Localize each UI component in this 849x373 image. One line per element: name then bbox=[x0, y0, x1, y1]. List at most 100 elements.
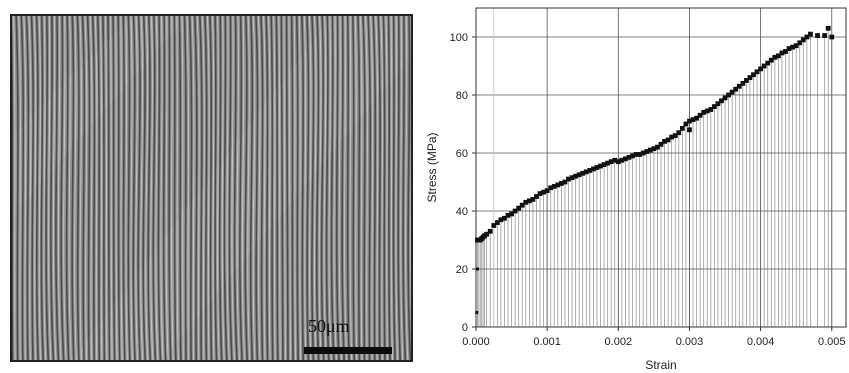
data-point bbox=[772, 54, 778, 60]
lamella-light bbox=[278, 16, 281, 360]
data-point bbox=[687, 127, 692, 133]
data-point bbox=[815, 33, 820, 38]
lamella-light bbox=[63, 16, 67, 360]
data-point bbox=[715, 101, 721, 107]
data-point bbox=[726, 92, 731, 98]
lamella-light bbox=[28, 16, 32, 360]
lamella-light bbox=[115, 16, 118, 360]
data-point bbox=[594, 165, 600, 170]
data-point bbox=[740, 81, 746, 86]
lamella-dark bbox=[367, 16, 372, 360]
lamella-light bbox=[176, 16, 179, 360]
data-point bbox=[647, 147, 653, 153]
data-point bbox=[829, 34, 835, 40]
lamella-dark bbox=[249, 16, 254, 360]
lamella-light bbox=[395, 16, 399, 360]
drop-lines bbox=[477, 28, 833, 327]
lamella-light bbox=[57, 16, 62, 360]
lamella-light bbox=[89, 16, 93, 360]
lamella-light bbox=[79, 16, 82, 360]
lamella-dark bbox=[71, 16, 75, 360]
lamella-light bbox=[262, 16, 266, 360]
lamella-light bbox=[140, 16, 144, 360]
data-point bbox=[580, 170, 586, 176]
lamella-light bbox=[109, 16, 113, 360]
data-point bbox=[494, 220, 500, 225]
lamella-dark bbox=[387, 16, 391, 360]
lamella-light bbox=[48, 16, 52, 360]
data-point bbox=[729, 89, 735, 95]
lamella-dark bbox=[295, 16, 299, 360]
lamella-light bbox=[125, 16, 128, 360]
lamella-light bbox=[206, 16, 210, 360]
data-point bbox=[765, 60, 771, 66]
lamella-dark bbox=[168, 16, 172, 360]
lamella-dark bbox=[178, 16, 182, 360]
data-point bbox=[704, 108, 710, 114]
data-point bbox=[516, 205, 522, 211]
data-point bbox=[743, 78, 749, 83]
lamella-dark bbox=[311, 16, 315, 360]
data-point bbox=[651, 146, 657, 152]
lamella-dark bbox=[402, 16, 407, 360]
lamella-dark bbox=[50, 16, 55, 360]
lamella-light bbox=[268, 16, 271, 360]
lamella-light bbox=[171, 16, 174, 360]
data-point bbox=[566, 176, 571, 182]
lamella-light bbox=[273, 16, 276, 360]
plot-frame bbox=[475, 7, 847, 328]
lamella-dark bbox=[40, 16, 44, 360]
data-point bbox=[562, 179, 568, 185]
lamella-dark bbox=[91, 16, 96, 360]
data-point bbox=[487, 228, 493, 234]
scale-bar bbox=[304, 347, 392, 354]
lamella-light bbox=[150, 16, 154, 360]
lamella-dark bbox=[407, 16, 411, 360]
data-point bbox=[583, 169, 589, 175]
lamella-dark bbox=[86, 16, 91, 360]
lamella-light bbox=[390, 16, 394, 360]
lamella-dark bbox=[65, 16, 70, 360]
lamella-light bbox=[313, 16, 317, 360]
data-point bbox=[505, 212, 511, 218]
data-point bbox=[758, 66, 764, 72]
data-point bbox=[630, 153, 635, 159]
lamella-dark bbox=[325, 16, 330, 360]
lamella-light bbox=[380, 16, 384, 360]
data-point bbox=[475, 267, 479, 271]
lamella-dark bbox=[142, 16, 146, 360]
lamella-dark bbox=[193, 16, 198, 360]
data-point bbox=[502, 215, 507, 221]
data-point bbox=[591, 166, 596, 172]
x-axis-label: Strain bbox=[645, 358, 676, 372]
data-point bbox=[601, 162, 607, 167]
data-point bbox=[694, 115, 699, 121]
lamella-light bbox=[84, 16, 88, 360]
lamellar-texture bbox=[12, 16, 411, 360]
data-point bbox=[797, 40, 803, 46]
data-point bbox=[537, 191, 543, 196]
x-tick-label: 0.003 bbox=[676, 336, 704, 348]
data-point bbox=[669, 134, 675, 140]
data-point bbox=[768, 57, 774, 63]
lamella-dark bbox=[301, 16, 305, 360]
data-point bbox=[687, 118, 692, 124]
y-tick-label: 80 bbox=[456, 90, 468, 102]
micrograph-image: 50μm bbox=[10, 14, 413, 362]
lamella-light bbox=[74, 16, 77, 360]
lamella-dark bbox=[214, 16, 218, 360]
data-point bbox=[573, 173, 579, 179]
lamella-dark bbox=[45, 16, 50, 360]
lamella-light bbox=[99, 16, 103, 360]
lamella-dark bbox=[12, 20, 14, 360]
y-tick-label: 0 bbox=[462, 322, 468, 334]
data-point bbox=[672, 133, 678, 138]
lamella-dark bbox=[102, 16, 106, 360]
data-point bbox=[637, 152, 643, 157]
data-point bbox=[711, 104, 717, 109]
lamella-dark bbox=[127, 16, 131, 360]
data-point bbox=[548, 185, 554, 191]
lamella-light bbox=[221, 16, 225, 360]
lamella-light bbox=[13, 16, 16, 360]
grain-band bbox=[72, 16, 411, 360]
